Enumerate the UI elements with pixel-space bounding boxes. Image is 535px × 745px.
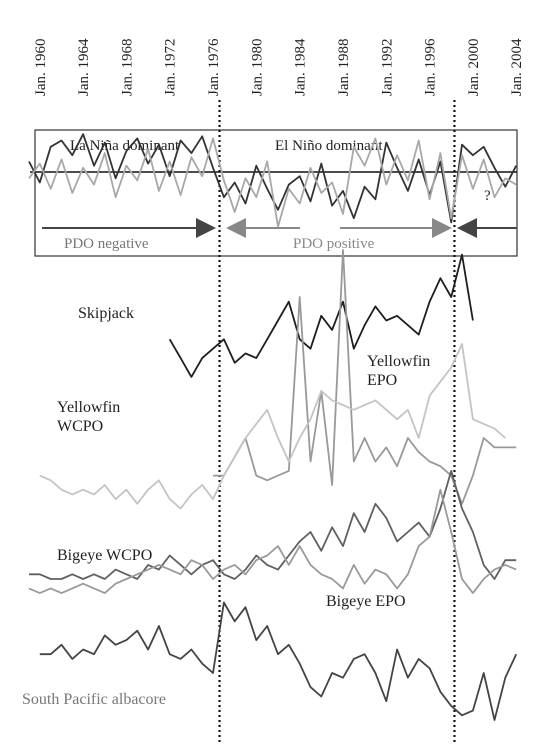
x-tick-label: Jan. 1996 bbox=[423, 38, 439, 96]
x-tick-label: Jan. 1964 bbox=[76, 38, 92, 96]
series-label: South Pacific albacore bbox=[22, 691, 166, 708]
x-tick-label: Jan. 1980 bbox=[249, 39, 265, 97]
series-label: Yellowfin WCPO bbox=[57, 399, 121, 435]
annotation: PDO negative bbox=[64, 236, 149, 252]
panel-frame bbox=[34, 129, 518, 257]
series-line bbox=[28, 137, 517, 228]
x-tick-label: Jan. 1988 bbox=[336, 39, 352, 97]
x-tick-label: Jan. 2004 bbox=[509, 38, 525, 96]
series-line bbox=[29, 470, 517, 580]
annotation: La Niña dominant bbox=[70, 138, 180, 154]
series-line bbox=[213, 249, 517, 505]
series-line bbox=[39, 343, 506, 510]
annotation: PDO positive bbox=[293, 236, 375, 252]
x-tick-label: Jan. 1992 bbox=[379, 39, 395, 97]
x-tick-label: Jan. 1976 bbox=[206, 38, 222, 96]
x-tick-label: Jan. 2000 bbox=[466, 39, 482, 97]
series-line bbox=[28, 133, 517, 224]
series-label: Yellowfin EPO bbox=[367, 353, 431, 389]
series-label: Skipjack bbox=[78, 305, 134, 322]
annotation: El Niño dominant bbox=[275, 138, 383, 154]
x-tick-label: Jan. 1984 bbox=[293, 38, 309, 96]
x-tick-label: Jan. 1960 bbox=[33, 39, 49, 97]
series-line bbox=[39, 601, 518, 721]
x-tick-label: Jan. 1968 bbox=[119, 39, 135, 97]
series-line bbox=[28, 488, 517, 594]
x-tick-label: Jan. 1972 bbox=[163, 39, 179, 97]
series-label: Bigeye WCPO bbox=[57, 547, 153, 564]
series-label: Bigeye EPO bbox=[326, 593, 406, 610]
annotation: ? bbox=[484, 188, 491, 204]
series-line bbox=[168, 253, 474, 378]
